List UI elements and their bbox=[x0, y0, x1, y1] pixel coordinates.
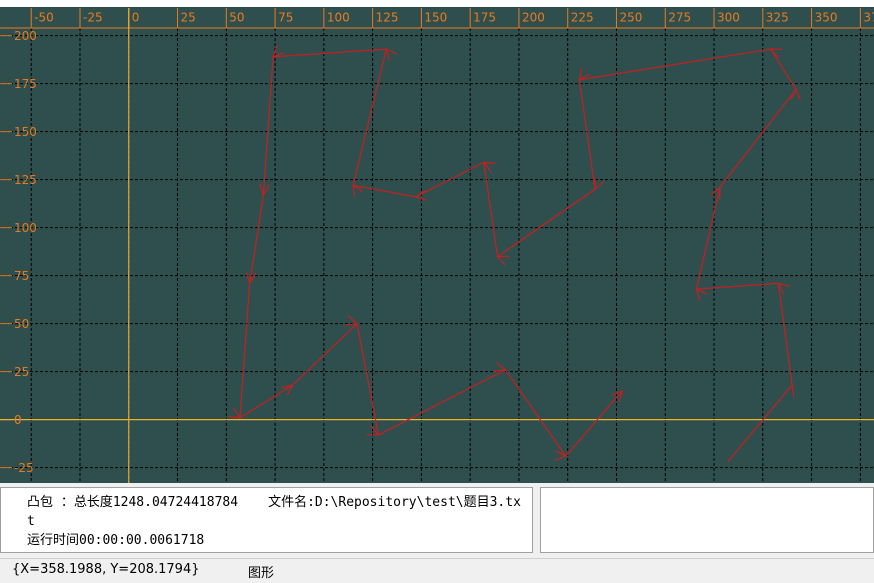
x-tick-label: 50 bbox=[229, 11, 244, 25]
y-tick-label: 150 bbox=[14, 125, 37, 139]
summary: 凸包 ：总长度1248.04724418784 bbox=[27, 495, 239, 510]
y-tick-label: 50 bbox=[14, 317, 29, 331]
file-name: 文件名:D:\Repository\test\题目3.txt bbox=[27, 495, 521, 529]
y-tick-label: 125 bbox=[14, 173, 37, 187]
y-tick-label: 100 bbox=[14, 221, 37, 235]
x-tick-label: 350 bbox=[815, 11, 838, 25]
x-tick-label: 225 bbox=[571, 11, 594, 25]
x-tick-label: 175 bbox=[473, 11, 496, 25]
top-border bbox=[0, 0, 874, 7]
x-tick-label: 25 bbox=[181, 11, 196, 25]
y-tick-label: 75 bbox=[14, 269, 29, 283]
x-tick-label: 325 bbox=[766, 11, 789, 25]
x-tick-label: -25 bbox=[83, 11, 103, 25]
x-tick-label: 0 bbox=[132, 11, 140, 25]
x-tick-label: 200 bbox=[522, 11, 545, 25]
plot-canvas: -50 -25 0 25 50 75 100 125 150 175 200 225 250 275 300… bbox=[0, 0, 874, 483]
y-tick-label: 200 bbox=[14, 29, 37, 43]
x-tick-label: 75 bbox=[278, 11, 293, 25]
runtime: 运行时间00:00:00.0061718 bbox=[27, 533, 205, 548]
mode: 图形 bbox=[248, 566, 275, 581]
y-tick-label: 25 bbox=[14, 365, 29, 379]
plot-background bbox=[0, 0, 874, 483]
y-tick-label: -25 bbox=[14, 461, 34, 475]
x-tick-label: -50 bbox=[34, 11, 54, 25]
x-tick-label: 300 bbox=[717, 11, 740, 25]
x-tick-label: 125 bbox=[376, 11, 399, 25]
y-tick-label: 0 bbox=[14, 413, 22, 427]
x-tick-label: 375 bbox=[863, 11, 874, 25]
x-tick-label: 250 bbox=[619, 11, 642, 25]
side-panel bbox=[540, 487, 874, 553]
x-tick-label: 100 bbox=[327, 11, 350, 25]
output-panel: 凸包 ：总长度1248.04724418784 文件名:D:\Repository… bbox=[0, 487, 533, 553]
y-tick-label: 175 bbox=[14, 77, 37, 91]
status-bar: {X=358.1988, Y=208.1794} 图形 bbox=[0, 558, 874, 583]
coordinates: {X=358.1988, Y=208.1794} bbox=[12, 562, 200, 577]
path-line bbox=[240, 49, 796, 463]
output-text: 凸包 ：总长度1248.04724418784 文件名:D:\Repository… bbox=[27, 493, 527, 550]
x-tick-label: 150 bbox=[424, 11, 447, 25]
x-tick-label: 275 bbox=[668, 11, 691, 25]
